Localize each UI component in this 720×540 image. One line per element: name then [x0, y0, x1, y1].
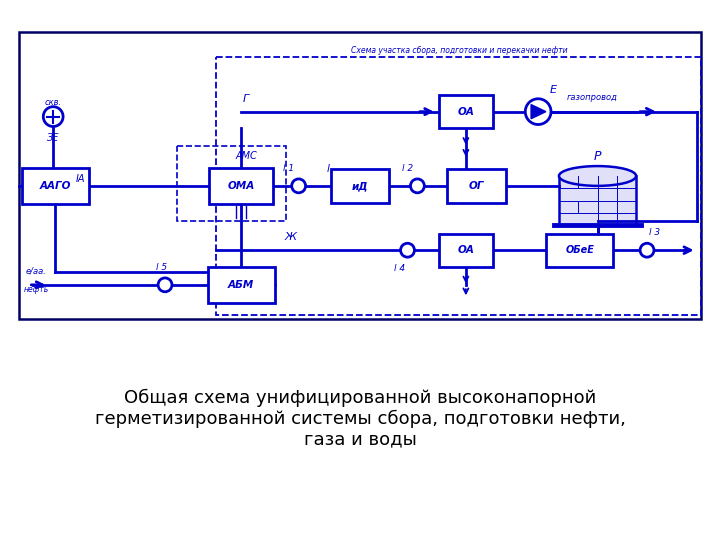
Text: ОБеЕ: ОБеЕ [565, 245, 594, 255]
Text: АБМ: АБМ [228, 280, 254, 290]
Text: l 4: l 4 [394, 264, 405, 273]
Text: Общая схема унифицированной высоконапорной
герметизированной системы сбора, подг: Общая схема унифицированной высоконапорн… [94, 388, 626, 449]
Text: ААГО: ААГО [40, 181, 71, 191]
Circle shape [640, 244, 654, 257]
Text: АМС: АМС [235, 151, 257, 161]
Bar [331, 168, 389, 203]
Text: ОА: ОА [457, 245, 474, 255]
Bar [559, 176, 636, 226]
Bar [19, 32, 701, 320]
Bar [438, 234, 493, 267]
Text: скв.: скв. [45, 98, 62, 107]
Bar [177, 146, 286, 220]
Text: ІА: ІА [76, 174, 86, 184]
Text: ОА: ОА [457, 106, 474, 117]
Circle shape [526, 99, 551, 125]
Circle shape [410, 179, 424, 193]
Bar [546, 234, 613, 267]
Text: l 5: l 5 [156, 262, 166, 272]
Bar [447, 168, 506, 203]
Bar [22, 168, 89, 204]
Polygon shape [531, 105, 546, 119]
Text: Схема участка сбора, подготовки и перекачки нефти: Схема участка сбора, подготовки и перека… [351, 46, 567, 55]
Text: нефть: нефть [24, 285, 49, 294]
Bar [438, 96, 493, 128]
Ellipse shape [559, 166, 636, 186]
Text: l 3: l 3 [649, 228, 660, 237]
Text: l 1: l 1 [283, 164, 294, 173]
Circle shape [400, 244, 415, 257]
Text: l 2: l 2 [402, 164, 413, 173]
Text: газопровод: газопровод [567, 93, 618, 102]
Bar [209, 168, 274, 204]
Text: е/аа.: е/аа. [25, 266, 46, 275]
Text: иД: иД [352, 181, 368, 191]
Text: ОМА: ОМА [228, 181, 255, 191]
Text: l: l [327, 164, 330, 174]
Bar [207, 267, 275, 302]
Text: ЗЕ: ЗЕ [47, 133, 59, 143]
Circle shape [158, 278, 172, 292]
Circle shape [292, 179, 305, 193]
Text: ОГ: ОГ [469, 181, 485, 191]
Text: Г: Г [243, 94, 249, 104]
Circle shape [43, 107, 63, 126]
Text: Ж: Ж [284, 232, 297, 242]
Bar [217, 57, 701, 314]
Text: Е: Е [549, 85, 557, 95]
Text: Р: Р [594, 150, 601, 163]
